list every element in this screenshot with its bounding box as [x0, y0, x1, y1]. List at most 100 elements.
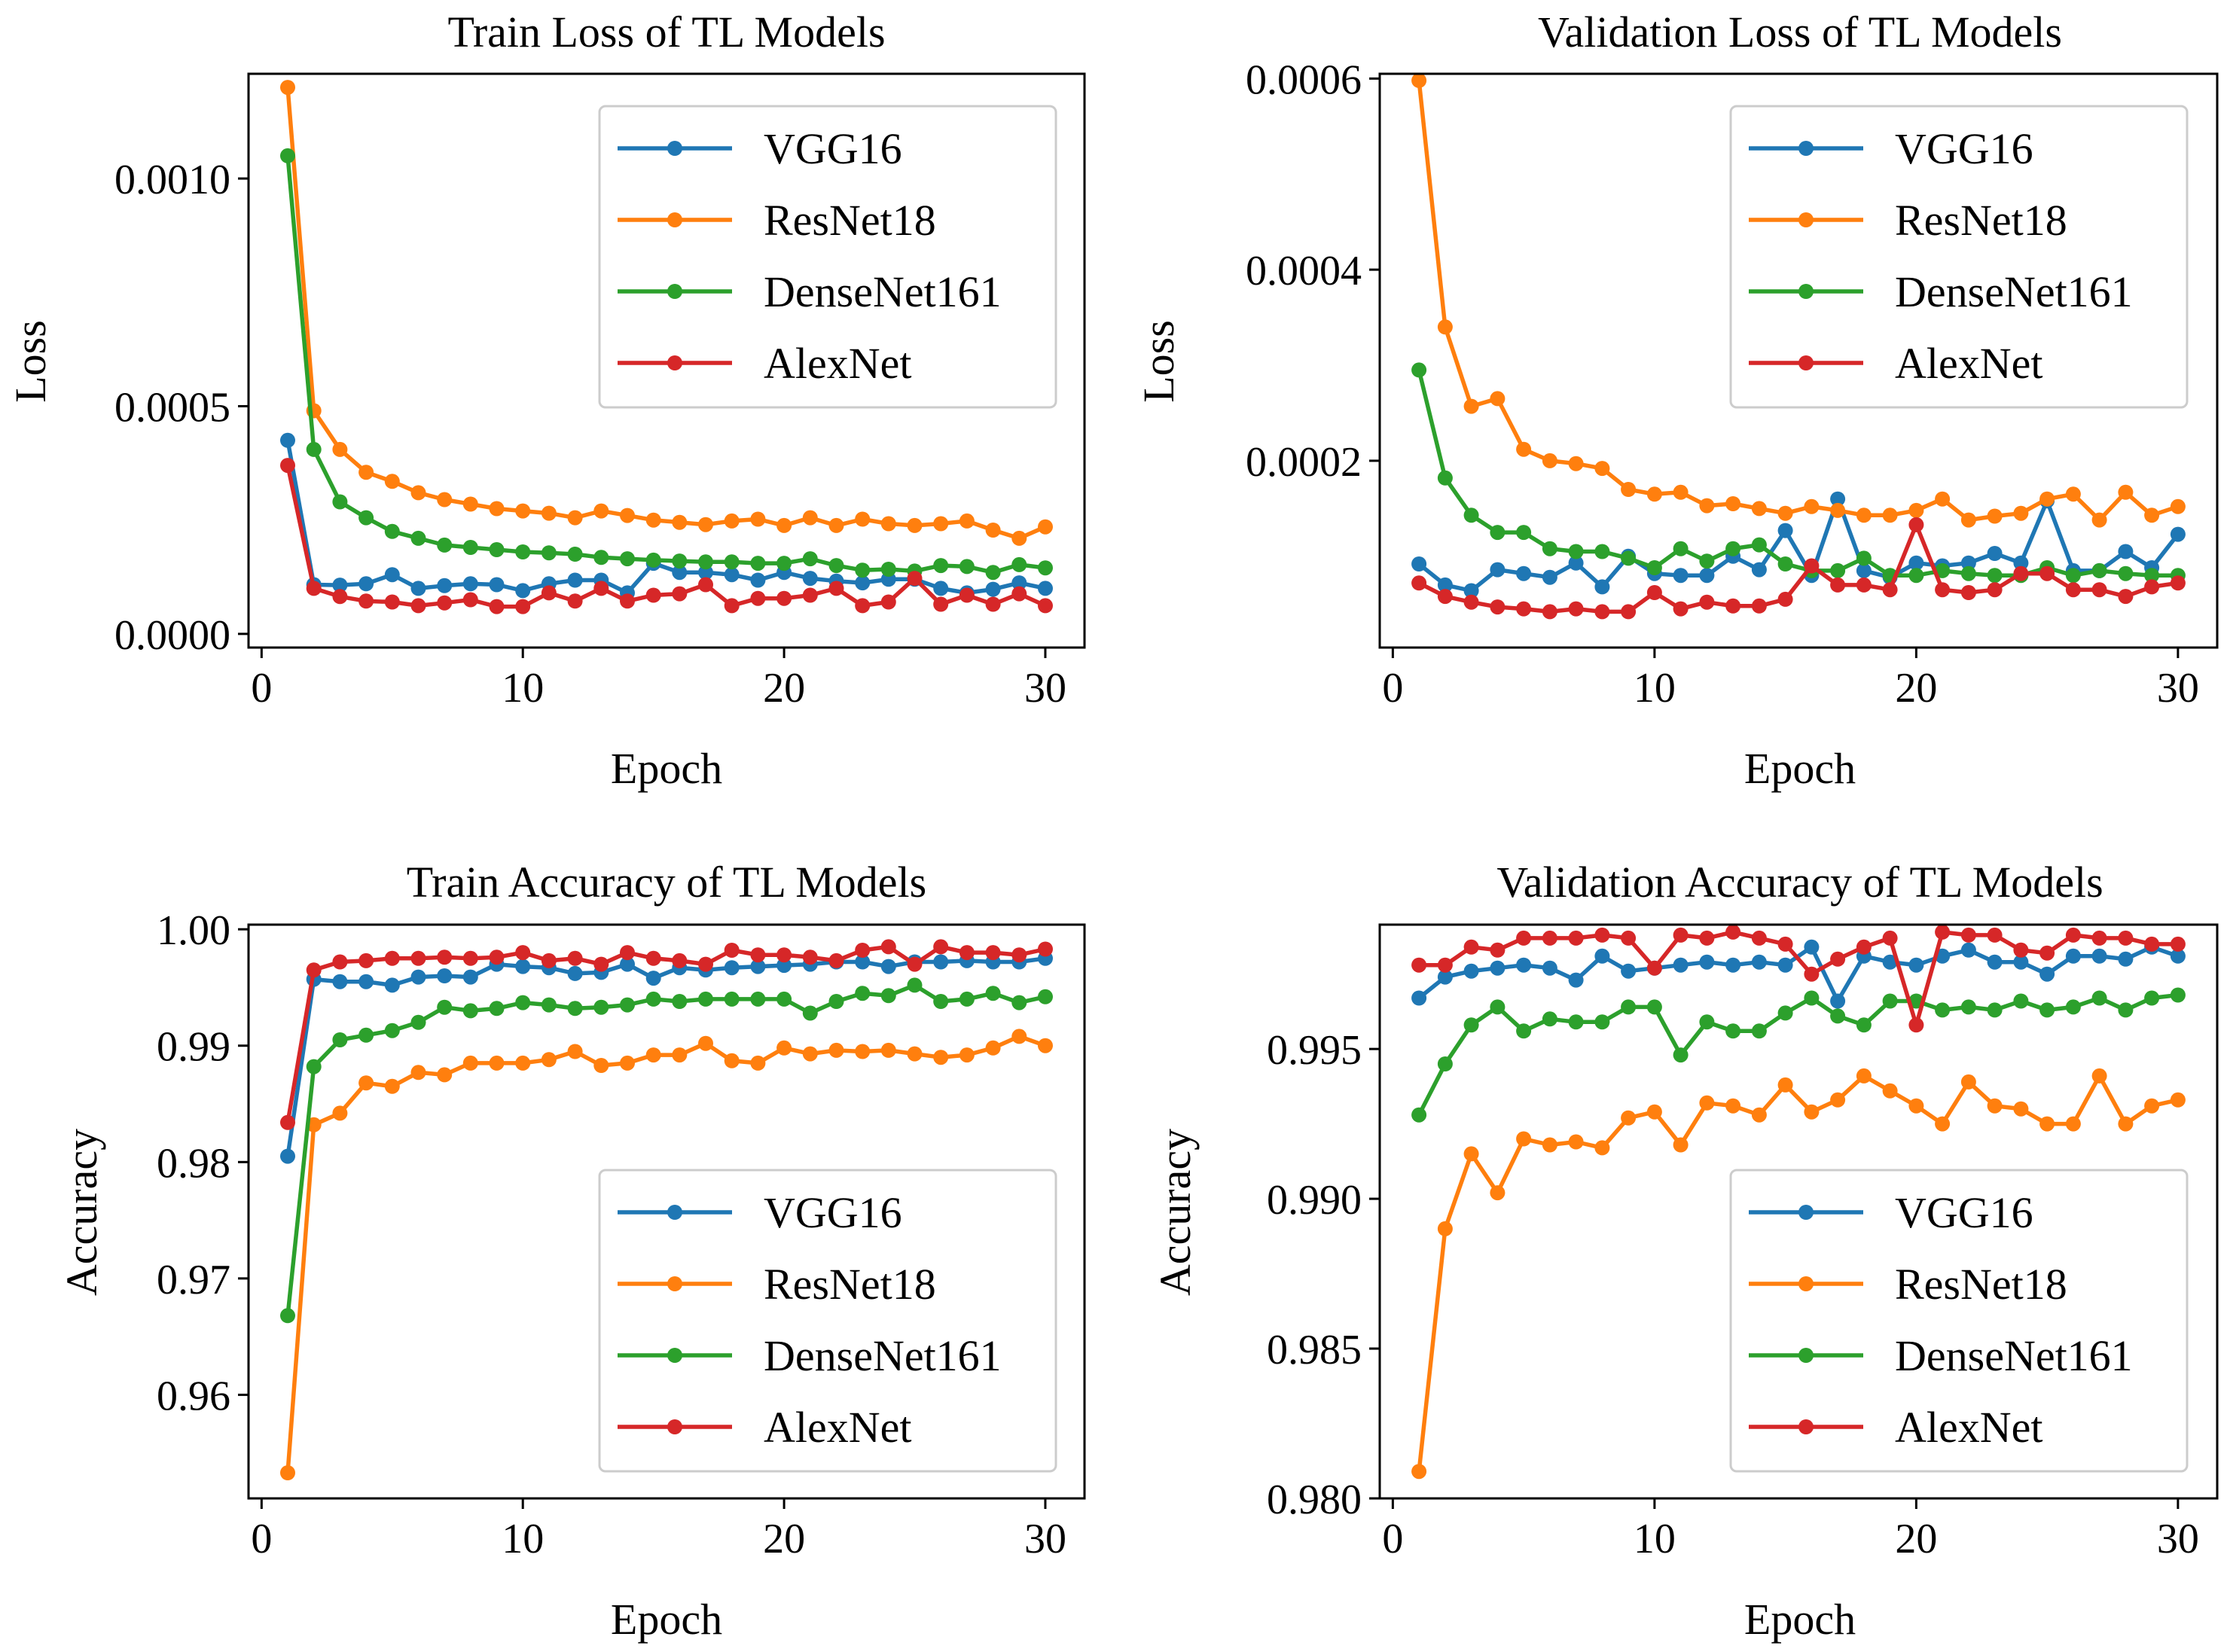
chart-title: Validation Accuracy of TL Models — [1496, 858, 2103, 907]
data-point — [1804, 966, 1820, 982]
data-point — [1437, 969, 1453, 985]
data-point — [828, 1042, 844, 1058]
data-point — [672, 586, 688, 602]
data-point — [515, 959, 531, 974]
data-point — [1935, 1002, 1951, 1018]
data-point — [802, 510, 818, 526]
data-point — [306, 1059, 322, 1074]
data-point — [1463, 963, 1479, 979]
data-point — [1568, 555, 1584, 571]
data-point — [410, 1014, 426, 1030]
data-point — [567, 1044, 583, 1059]
data-point — [1542, 604, 1557, 620]
data-point — [1987, 568, 2003, 584]
data-point — [855, 986, 871, 1001]
data-point — [410, 485, 426, 501]
data-point — [985, 1040, 1001, 1056]
data-point — [855, 598, 871, 614]
data-point — [1038, 581, 1053, 596]
data-point — [332, 1105, 348, 1121]
data-point — [1960, 999, 1976, 1015]
data-point — [698, 554, 713, 570]
data-point — [1856, 939, 1872, 955]
data-point — [985, 523, 1001, 538]
data-point — [880, 516, 896, 532]
data-point — [698, 1035, 713, 1051]
data-point — [1411, 1464, 1427, 1480]
data-point — [515, 995, 531, 1010]
data-point — [1542, 1137, 1557, 1153]
data-point — [959, 991, 975, 1007]
data-point — [880, 1042, 896, 1058]
axes-frame — [1378, 923, 2219, 1500]
data-point — [1804, 558, 1820, 574]
data-point — [358, 576, 374, 592]
data-point — [332, 974, 348, 989]
data-point — [2065, 582, 2081, 598]
data-point — [1594, 461, 1610, 477]
data-point — [410, 530, 426, 546]
y-tick-label: 0.99 — [157, 1024, 230, 1071]
data-point — [985, 565, 1001, 581]
data-point — [1699, 1014, 1715, 1030]
data-point — [358, 952, 374, 968]
data-point — [2170, 1092, 2186, 1108]
data-point — [985, 596, 1001, 612]
data-point — [489, 949, 505, 965]
x-tick-label: 0 — [251, 665, 272, 712]
data-point — [1830, 993, 1846, 1009]
data-point — [672, 514, 688, 530]
data-point — [907, 956, 923, 972]
y-tick-label: 0.980 — [1267, 1477, 1362, 1523]
series-group — [280, 80, 1053, 614]
legend-marker — [1798, 284, 1814, 299]
data-point — [645, 512, 661, 528]
data-point — [1463, 583, 1479, 599]
data-point — [384, 523, 400, 539]
data-point — [1621, 550, 1637, 566]
data-point — [1437, 589, 1453, 605]
data-point — [1646, 585, 1662, 600]
data-point — [384, 977, 400, 993]
data-point — [593, 581, 609, 596]
data-point — [880, 939, 896, 955]
data-point — [593, 503, 609, 519]
data-point — [1594, 927, 1610, 943]
data-point — [1437, 957, 1453, 973]
data-point — [985, 581, 1001, 597]
y-tick-label: 0.990 — [1267, 1177, 1362, 1224]
data-point — [489, 501, 505, 517]
data-point — [2039, 1116, 2055, 1132]
data-point — [462, 1003, 478, 1019]
data-point — [855, 575, 871, 591]
data-point — [1673, 1047, 1689, 1063]
data-point — [776, 991, 792, 1007]
data-point — [1935, 925, 1951, 940]
data-point — [1856, 562, 1872, 578]
series-alexnet — [280, 939, 1053, 1130]
data-point — [2091, 582, 2107, 598]
data-point — [1777, 556, 1793, 571]
data-point — [2118, 565, 2134, 581]
legend-marker — [667, 355, 682, 370]
plot-area: 0 10 20 30 0.980 0.985 0.990 0.995 VGG16 ResNet18… — [1267, 923, 2219, 1562]
data-point — [1751, 954, 1767, 970]
x-tick-label: 0 — [251, 1516, 272, 1562]
data-point — [2170, 987, 2186, 1003]
data-point — [1411, 957, 1427, 973]
data-point — [384, 567, 400, 583]
data-point — [515, 583, 531, 599]
data-point — [2065, 1116, 2081, 1132]
data-point — [802, 587, 818, 603]
data-point — [1490, 599, 1506, 615]
data-point — [698, 956, 713, 972]
data-point — [2118, 930, 2134, 946]
data-point — [1830, 951, 1846, 967]
data-point — [1437, 1221, 1453, 1236]
legend-label: AlexNet — [764, 1403, 912, 1452]
data-point — [541, 545, 557, 561]
data-point — [1751, 930, 1767, 946]
data-point — [1437, 319, 1453, 335]
data-point — [1463, 507, 1479, 523]
data-point — [1011, 530, 1027, 546]
